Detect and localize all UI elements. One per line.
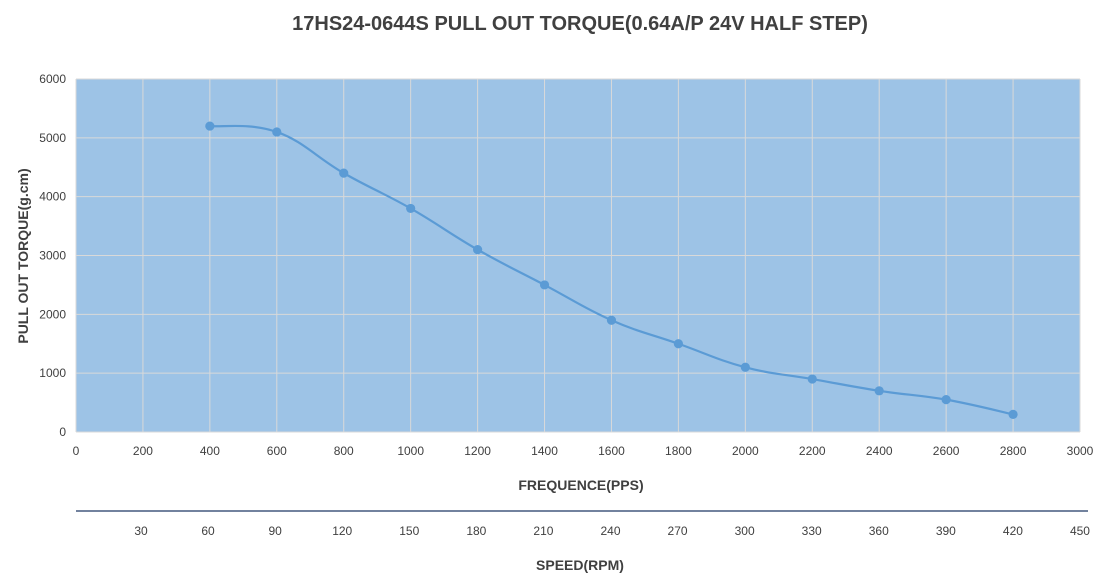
x-tick-label: 1600: [598, 444, 625, 458]
speed-tick-label: 390: [936, 524, 956, 538]
speed-tick-label: 210: [533, 524, 553, 538]
x-tick-label: 1200: [464, 444, 491, 458]
data-point: [539, 280, 550, 290]
y-tick-label: 0: [59, 425, 66, 439]
x-tick-label: 2400: [866, 444, 893, 458]
speed-tick-label: 450: [1070, 524, 1090, 538]
data-point: [272, 127, 282, 137]
data-point: [205, 121, 215, 131]
speed-tick-label: 330: [802, 524, 822, 538]
speed-tick-label: 180: [466, 524, 486, 538]
data-point: [807, 374, 817, 384]
y-tick-label: 4000: [39, 190, 66, 204]
data-point: [473, 245, 483, 255]
speed-tick-label: 30: [134, 524, 148, 538]
data-point: [941, 395, 951, 405]
speed-tick-label: 150: [399, 524, 419, 538]
x-tick-label: 2200: [799, 444, 826, 458]
y-axis-label: PULL OUT TORQUE(g.cm): [15, 168, 31, 343]
x-tick-label: 1000: [397, 444, 424, 458]
x-tick-label: 800: [334, 444, 354, 458]
secondary-axis-ticks: 30 60 90 120 150 180 210 240 270 300 330 360 390 420 4…: [134, 524, 1090, 538]
data-point: [673, 339, 684, 349]
x-tick-label: 3000: [1067, 444, 1094, 458]
data-point: [1008, 409, 1018, 419]
gridlines: [75, 78, 1081, 433]
x-tick-label: 2800: [1000, 444, 1027, 458]
y-axis-ticks: 0 1000 2000 3000 4000 5000 6000: [39, 72, 66, 439]
x-axis-ticks: 0 200 400 600 800 1000 1200 1400 1600 1800 2000 220…: [73, 444, 1094, 458]
y-tick-label: 3000: [39, 249, 66, 263]
series-points: [205, 121, 1018, 419]
secondary-axis-label: SPEED(RPM): [536, 557, 624, 573]
speed-tick-label: 300: [735, 524, 755, 538]
x-tick-label: 1400: [531, 444, 558, 458]
x-tick-label: 2600: [933, 444, 960, 458]
y-tick-label: 1000: [39, 366, 66, 380]
x-tick-label: 200: [133, 444, 153, 458]
y-tick-label: 2000: [39, 307, 66, 321]
data-point: [339, 168, 349, 178]
speed-tick-label: 420: [1003, 524, 1023, 538]
speed-tick-label: 120: [332, 524, 352, 538]
y-tick-label: 5000: [39, 131, 66, 145]
x-tick-label: 0: [73, 444, 80, 458]
data-point: [606, 315, 617, 325]
x-tick-label: 400: [200, 444, 220, 458]
y-tick-label: 6000: [39, 72, 66, 86]
data-point: [874, 386, 884, 396]
x-tick-label: 2000: [732, 444, 759, 458]
data-point: [740, 362, 750, 372]
speed-tick-label: 270: [668, 524, 688, 538]
speed-tick-label: 60: [201, 524, 215, 538]
speed-tick-label: 90: [268, 524, 282, 538]
x-tick-label: 1800: [665, 444, 692, 458]
x-axis-label: FREQUENCE(PPS): [518, 477, 643, 493]
data-point: [406, 203, 416, 214]
speed-tick-label: 360: [869, 524, 889, 538]
speed-tick-label: 240: [600, 524, 620, 538]
x-tick-label: 600: [267, 444, 287, 458]
chart-title: 17HS24-0644S PULL OUT TORQUE(0.64A/P 24V…: [292, 13, 868, 35]
